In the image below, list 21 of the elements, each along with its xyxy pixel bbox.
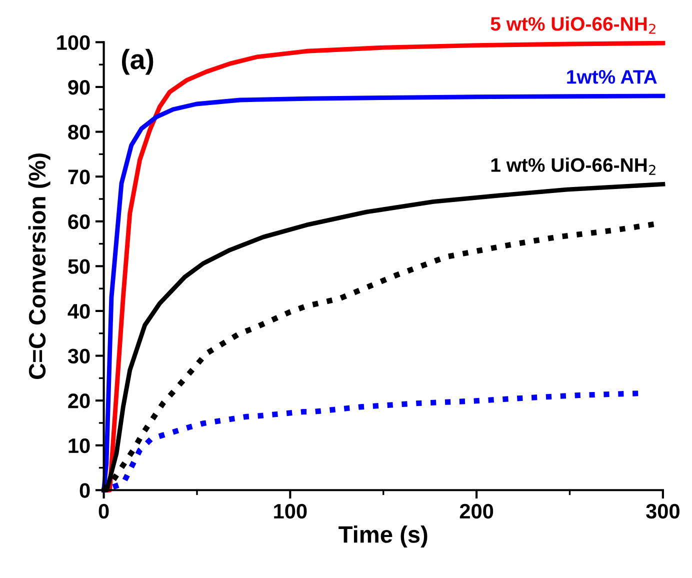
y-tick-label: 20 — [68, 394, 90, 408]
x-tick-label: 200 — [460, 504, 494, 519]
y-tick-label: 90 — [68, 80, 90, 95]
series-label: 1 wt% UiO-66-NH$_{2}$ — [491, 158, 656, 175]
series-label: 5 wt% UiO-66-NH$_{2}$ — [490, 16, 656, 34]
y-tick-label: 70 — [68, 170, 90, 184]
series-label: 1wt% ATA — [567, 70, 657, 84]
y-tick-label: 30 — [68, 348, 90, 364]
x-tick-label: 100 — [274, 504, 307, 519]
y-axis-title: C=C Conversion (%) — [28, 154, 50, 379]
y-tick-label: 100 — [57, 35, 90, 50]
y-tick-label: 10 — [68, 438, 90, 454]
y-tick-label: 80 — [68, 124, 90, 140]
y-tick-label: 40 — [68, 304, 90, 319]
annotation: (a) — [122, 48, 154, 75]
x-tick-label: 300 — [646, 504, 680, 519]
x-axis-title: Time (s) — [338, 526, 428, 548]
y-tick-label: 0 — [80, 483, 90, 498]
y-tick-label: 60 — [68, 214, 90, 230]
y-tick-label: 50 — [68, 259, 90, 274]
x-tick-label: 0 — [98, 504, 109, 519]
